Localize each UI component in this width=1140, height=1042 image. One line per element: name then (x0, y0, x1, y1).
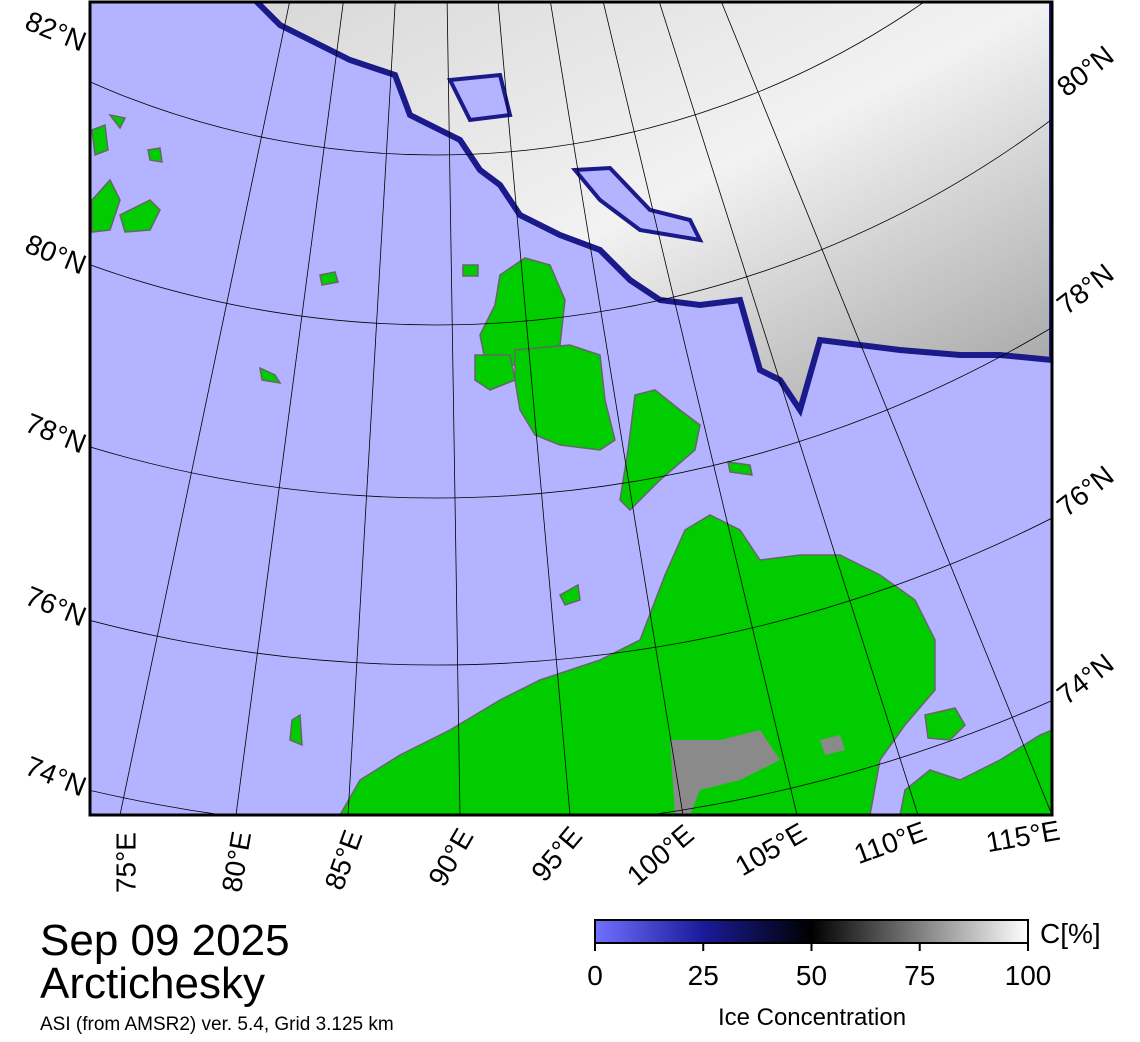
date: Sep 09 2025 (40, 916, 290, 965)
lon-label: 115°E (984, 815, 1063, 858)
polynya (570, 165, 704, 243)
lat-label: 76°N (21, 580, 91, 632)
lat-label: 78°N (1051, 258, 1119, 321)
parallel (90, 2, 925, 156)
meridian (347, 2, 396, 815)
colorbar-label: Ice Concentration (718, 1004, 906, 1031)
source-caption: ASI (from AMSR2) ver. 5.4, Grid 3.125 km (40, 1014, 394, 1035)
meridian (602, 2, 798, 815)
colorbar (594, 919, 1029, 944)
lon-label: 100°E (621, 819, 700, 892)
meridian (235, 2, 344, 815)
lon-label: 95°E (525, 821, 588, 888)
lat-label: 76°N (1051, 460, 1119, 523)
lon-label: 90°E (422, 823, 479, 891)
meridian (658, 2, 919, 815)
lat-label: 80°N (1051, 40, 1119, 103)
meridian (721, 2, 1052, 815)
lat-label: 82°N (21, 5, 91, 57)
lat-label: 80°N (21, 228, 91, 280)
lon-label: 80°E (216, 829, 257, 894)
region: Arctichesky (40, 959, 265, 1008)
polynya (446, 72, 513, 123)
land (91, 113, 1052, 815)
colorbar-tick-label: 25 (688, 960, 719, 991)
colorbar-tick-label: 100 (1005, 960, 1052, 991)
sea-ice (252, 2, 1052, 418)
map-area (90, 2, 1052, 815)
colorbar-unit: C[%] (1040, 918, 1101, 949)
lon-label: 105°E (730, 817, 812, 882)
lat-label: 74°N (1051, 648, 1119, 711)
colorbar-ticks: 0 25 50 75 100 (587, 943, 1051, 991)
meridian (446, 2, 461, 815)
lon-label: 85°E (319, 826, 369, 894)
meridian (497, 2, 571, 815)
colorbar-tick-label: 75 (904, 960, 935, 991)
map-frame (88, 0, 1054, 817)
graticule (90, 2, 1052, 815)
lon-label: 75°E (110, 832, 141, 893)
colorbar-tick-label: 50 (796, 960, 827, 991)
glacier (670, 730, 845, 815)
lat-label: 78°N (21, 407, 91, 459)
lon-label: 110°E (850, 815, 931, 870)
lat-label: 74°N (21, 750, 91, 802)
colorbar-tick-label: 0 (587, 960, 603, 991)
parallel (90, 326, 1052, 499)
meridian (119, 2, 290, 815)
parallel (90, 118, 1052, 326)
meridian (550, 2, 684, 815)
